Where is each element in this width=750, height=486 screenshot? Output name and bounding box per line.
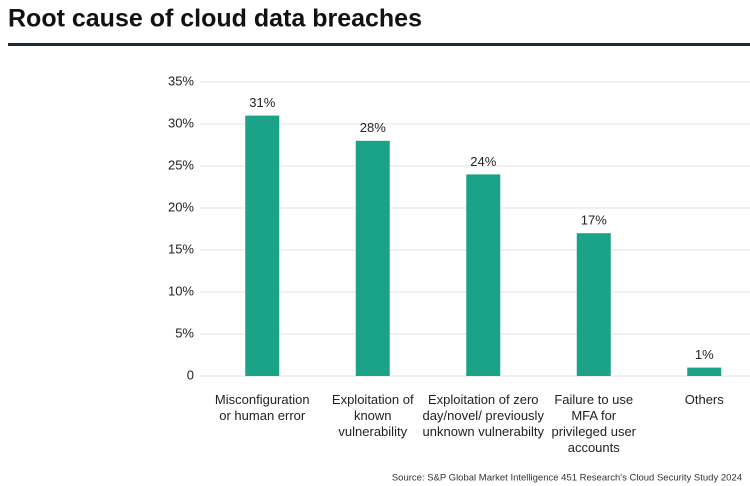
x-tick-label: Exploitation of zero day/novel/ previous… [422, 392, 544, 439]
value-label: 31% [249, 95, 275, 110]
y-tick-label: 35% [168, 73, 194, 88]
bar [576, 233, 611, 376]
y-tick-label: 10% [168, 283, 194, 298]
value-label: 24% [470, 154, 496, 169]
y-tick-label: 25% [168, 157, 194, 172]
y-tick-label: 20% [168, 199, 194, 214]
y-tick-label: 0 [187, 367, 194, 382]
x-tick-label: Exploitation of known vulnerability [331, 392, 414, 439]
chart-title: Root cause of cloud data breaches [8, 5, 422, 33]
title-rule [8, 43, 750, 46]
bar [355, 140, 390, 376]
y-tick-label: 15% [168, 241, 194, 256]
x-tick-label: Misconfiguration or human error [214, 392, 310, 423]
bar [466, 174, 501, 376]
bar [245, 115, 280, 376]
source: Source: S&P Global Market Intelligence 4… [392, 473, 742, 484]
value-label: 1% [695, 347, 714, 362]
x-tick-label: Failure to use MFA for privileged user a… [551, 392, 637, 455]
x-tick-label: Others [684, 392, 724, 407]
bar [687, 367, 722, 376]
y-tick-label: 5% [175, 325, 194, 340]
value-label: 17% [581, 213, 607, 228]
y-tick-label: 30% [168, 115, 194, 130]
value-label: 28% [360, 120, 386, 135]
